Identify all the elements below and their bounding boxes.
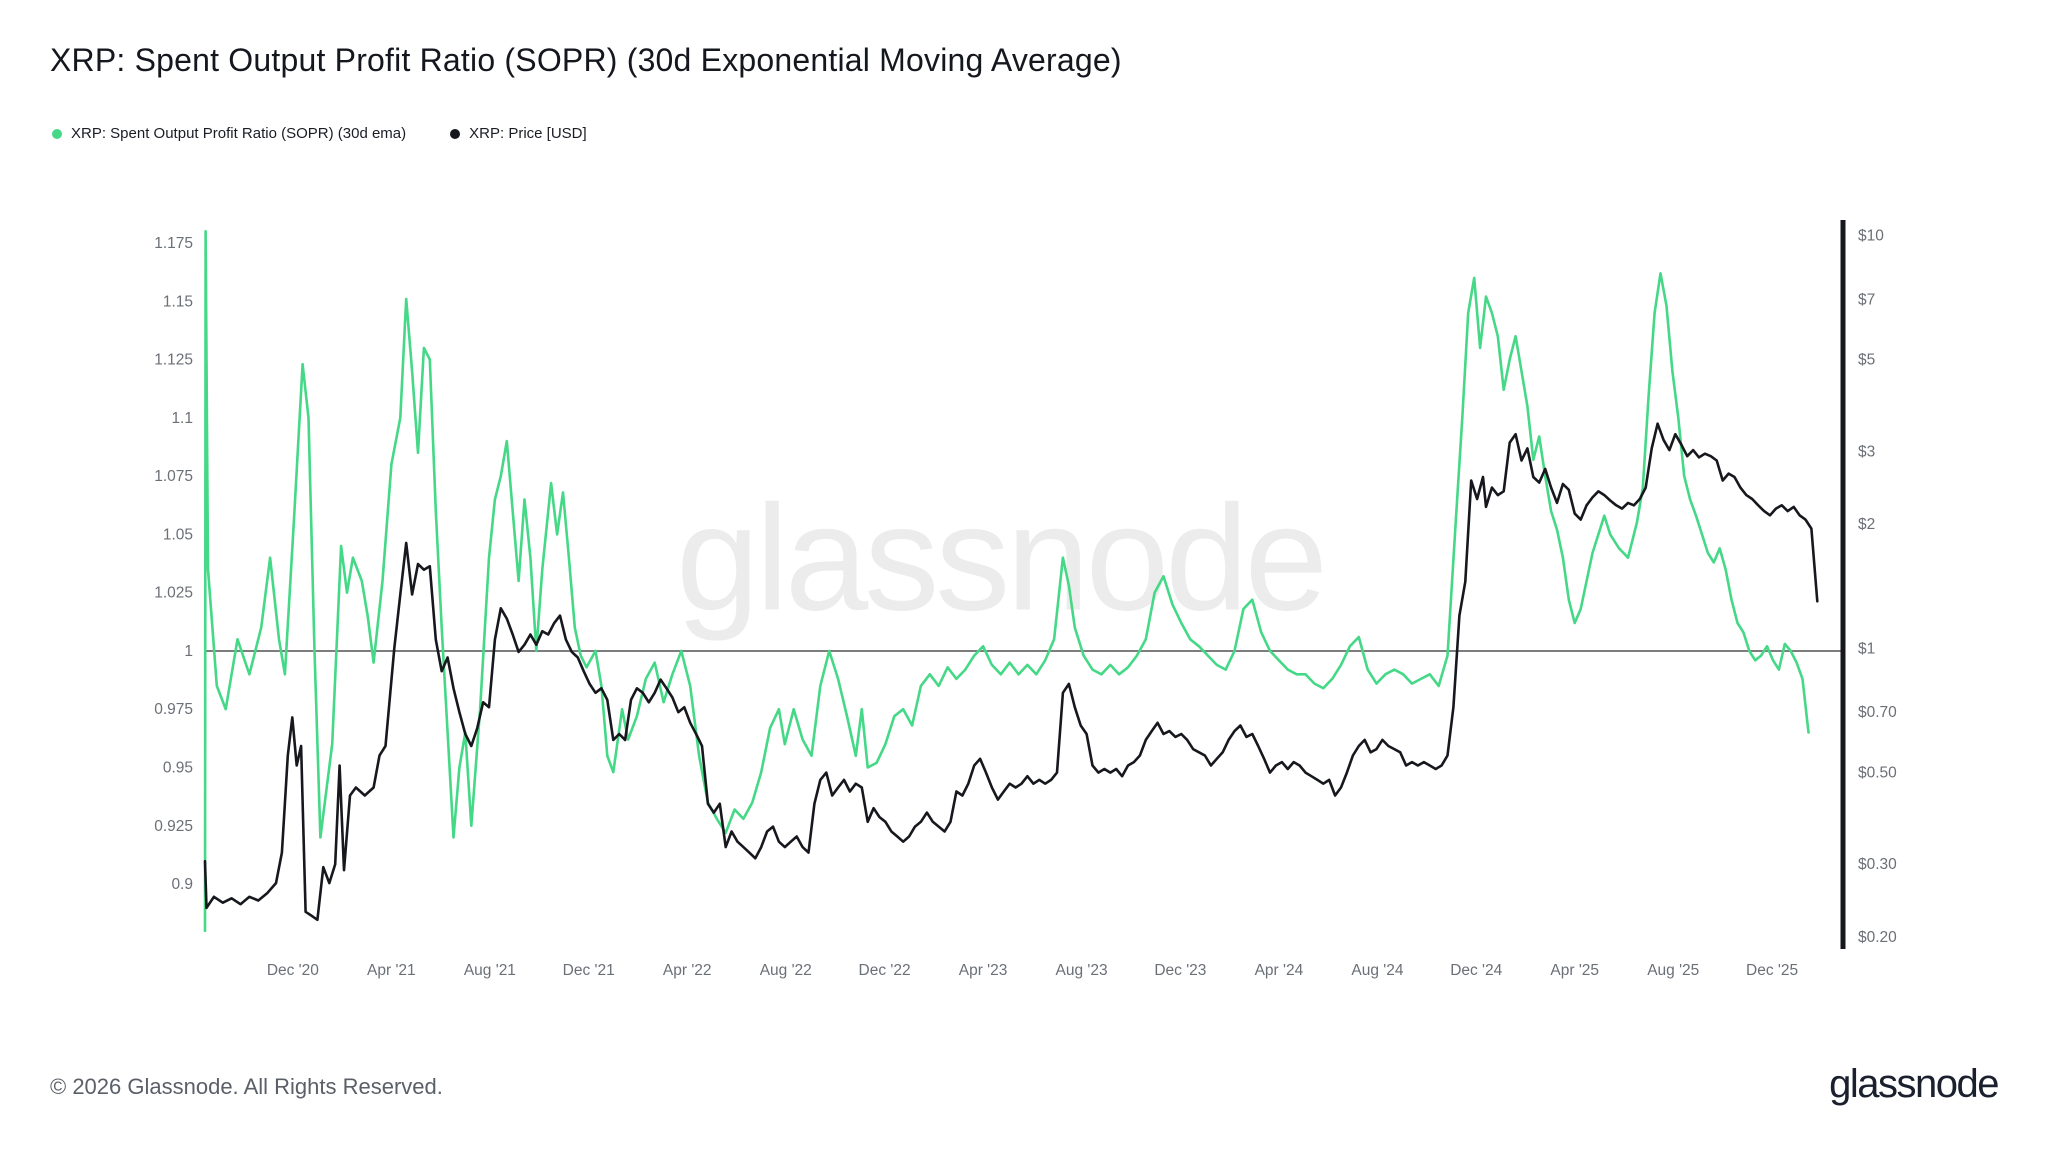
left-axis-tick-label: 1.025 — [154, 585, 193, 602]
legend: XRP: Spent Output Profit Ratio (SOPR) (3… — [52, 125, 587, 142]
x-axis-tick-label: Aug '23 — [1056, 962, 1108, 979]
left-axis-tick-label: 1.15 — [163, 293, 193, 310]
page-title: XRP: Spent Output Profit Ratio (SOPR) (3… — [50, 42, 1122, 78]
right-axis-tick-label: $7 — [1858, 291, 1875, 308]
legend-item-price[interactable]: XRP: Price [USD] — [450, 125, 587, 142]
right-axis-tick-label: $5 — [1858, 352, 1875, 369]
left-axis-tick-label: 0.925 — [154, 818, 193, 835]
x-axis-tick-label: Dec '22 — [859, 962, 911, 979]
legend-item-sopr[interactable]: XRP: Spent Output Profit Ratio (SOPR) (3… — [52, 125, 406, 142]
x-axis-tick-label: Apr '23 — [959, 962, 1008, 979]
right-axis-tick-label: $1 — [1858, 640, 1875, 657]
x-axis-tick-label: Dec '25 — [1746, 962, 1798, 979]
right-axis-tick-label: $10 — [1858, 227, 1884, 244]
x-axis-tick-label: Apr '25 — [1550, 962, 1599, 979]
left-axis-tick-label: 1.175 — [154, 235, 193, 252]
x-axis-tick-label: Apr '22 — [663, 962, 712, 979]
price-series-swatch-icon — [450, 128, 461, 139]
left-axis-tick-label: 0.975 — [154, 701, 193, 718]
x-axis-tick-label: Dec '24 — [1450, 962, 1502, 979]
right-axis-tick-label: $0.20 — [1858, 929, 1897, 946]
glassnode-logo[interactable]: glassnode — [1829, 1062, 1999, 1106]
legend-label-price: XRP: Price [USD] — [469, 125, 587, 142]
sopr-line-series — [203, 230, 1810, 933]
x-axis-tick-label: Apr '24 — [1255, 962, 1304, 979]
x-axis-tick-label: Aug '22 — [760, 962, 812, 979]
x-axis-tick-label: Aug '25 — [1647, 962, 1699, 979]
x-axis-tick-label: Apr '21 — [367, 962, 416, 979]
right-axis-tick-label: $2 — [1858, 516, 1875, 533]
left-axis-tick-label: 0.95 — [163, 759, 193, 776]
right-axis-tick-label: $3 — [1858, 443, 1875, 460]
right-axis-tick-label: $0.30 — [1858, 856, 1897, 873]
glassnode-watermark: glassnode — [676, 473, 1328, 642]
price-line-series — [203, 422, 1819, 922]
x-axis-tick-label: Dec '20 — [267, 962, 319, 979]
left-axis-tick-label: 1.075 — [154, 468, 193, 485]
right-axis-tick-label: $0.70 — [1858, 704, 1897, 721]
x-axis-tick-label: Aug '24 — [1351, 962, 1403, 979]
legend-label-sopr: XRP: Spent Output Profit Ratio (SOPR) (3… — [71, 125, 407, 142]
right-axis-tick-label: $0.50 — [1858, 765, 1897, 782]
left-axis-tick-label: 1.1 — [171, 410, 193, 427]
sopr-series-swatch-icon — [52, 128, 62, 139]
x-axis-tick-label: Aug '21 — [464, 962, 516, 979]
left-axis-tick-label: 0.9 — [171, 876, 193, 893]
left-axis-tick-label: 1.05 — [163, 526, 193, 543]
x-axis-tick-label: Dec '23 — [1154, 962, 1206, 979]
x-axis-tick-label: Dec '21 — [563, 962, 615, 979]
left-axis-tick-label: 1.125 — [154, 352, 193, 369]
left-axis-tick-label: 1 — [184, 643, 193, 660]
copyright-text: © 2026 Glassnode. All Rights Reserved. — [50, 1074, 443, 1099]
